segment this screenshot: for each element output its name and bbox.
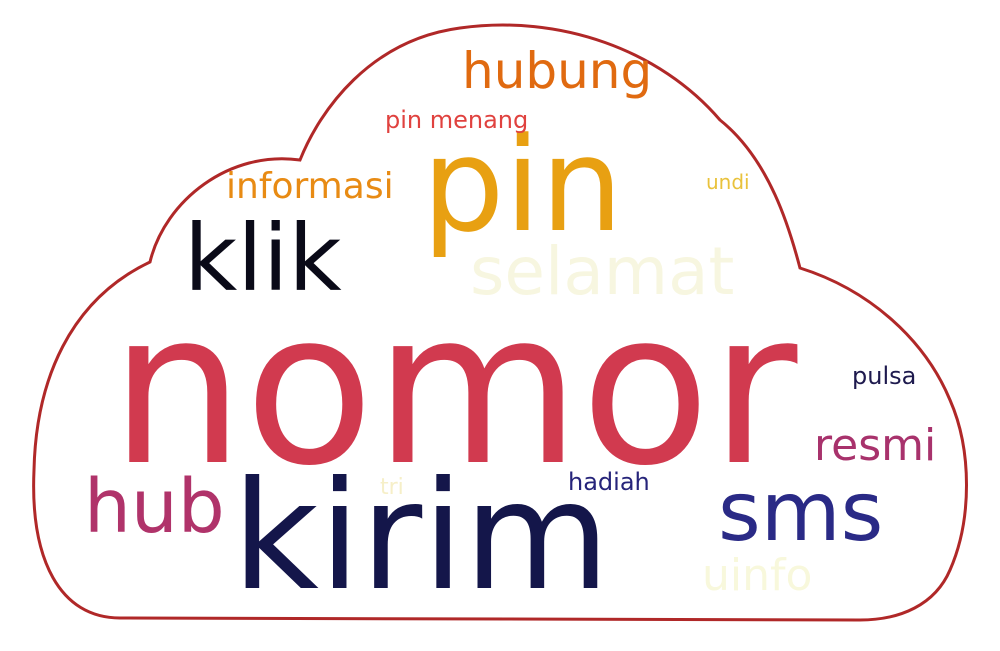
word-klik: klik bbox=[184, 205, 342, 312]
cloud-outline bbox=[32, 23, 968, 622]
word-hubung: hubung bbox=[462, 42, 652, 100]
word-sms: sms bbox=[718, 465, 883, 560]
word-pulsa: pulsa bbox=[852, 362, 916, 390]
word-nomor: nomor bbox=[110, 265, 798, 512]
word-hadiah: hadiah bbox=[568, 468, 650, 496]
word-kirim: kirim bbox=[232, 450, 610, 624]
word-informasi: informasi bbox=[226, 166, 394, 207]
word-undi: undi bbox=[706, 170, 750, 194]
word-pin-menang: pin menang bbox=[385, 106, 528, 134]
word-uinfo: uinfo bbox=[702, 550, 812, 601]
word-resmi: resmi bbox=[814, 420, 936, 471]
word-selamat: selamat bbox=[470, 233, 734, 310]
word-pin: pin bbox=[422, 109, 623, 261]
word-tri: tri bbox=[380, 475, 404, 500]
word-hub: hub bbox=[84, 464, 225, 550]
word-layer: nomor kirim pin klik sms hub resmi selam… bbox=[84, 42, 936, 624]
